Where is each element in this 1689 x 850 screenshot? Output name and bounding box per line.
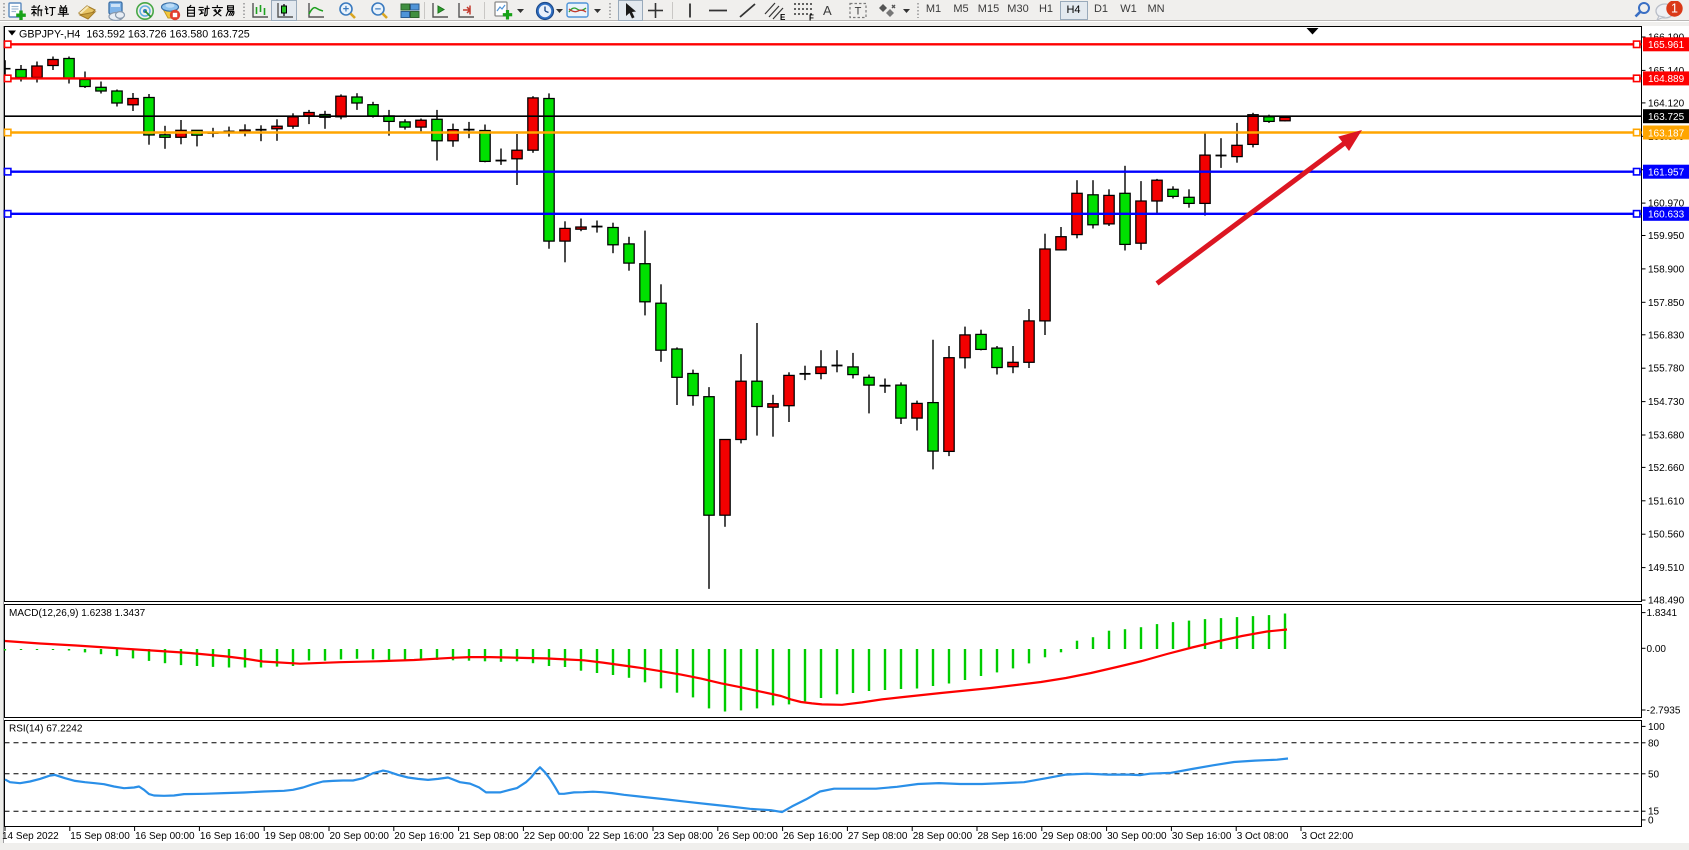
svg-text:+: + <box>343 4 349 16</box>
svg-text:30 Sep 00:00: 30 Sep 00:00 <box>1107 831 1167 842</box>
svg-text:158.900: 158.900 <box>1648 264 1685 275</box>
svg-text:3 Oct 22:00: 3 Oct 22:00 <box>1302 831 1354 842</box>
svg-text:23 Sep 08:00: 23 Sep 08:00 <box>654 831 714 842</box>
svg-text:20 Sep 00:00: 20 Sep 00:00 <box>330 831 390 842</box>
svg-text:1.8341: 1.8341 <box>1647 608 1678 619</box>
svg-text:26 Sep 16:00: 26 Sep 16:00 <box>783 831 843 842</box>
svg-text:164.120: 164.120 <box>1648 98 1685 109</box>
svg-text:3 Oct 08:00: 3 Oct 08:00 <box>1237 831 1289 842</box>
svg-text:-2.7935: -2.7935 <box>1647 706 1681 717</box>
svg-text:−: − <box>375 4 381 16</box>
svg-text:159.950: 159.950 <box>1648 231 1685 242</box>
svg-text:15 Sep 08:00: 15 Sep 08:00 <box>70 831 130 842</box>
svg-text:30 Sep 16:00: 30 Sep 16:00 <box>1172 831 1232 842</box>
svg-text:16 Sep 16:00: 16 Sep 16:00 <box>200 831 260 842</box>
svg-text:155.780: 155.780 <box>1648 364 1685 375</box>
svg-text:E: E <box>780 13 786 21</box>
svg-text:26 Sep 00:00: 26 Sep 00:00 <box>718 831 778 842</box>
svg-text:16 Sep 00:00: 16 Sep 00:00 <box>135 831 195 842</box>
svg-text:0: 0 <box>1648 815 1654 826</box>
svg-text:MACD(12,26,9) 1.6238 1.3437: MACD(12,26,9) 1.6238 1.3437 <box>9 608 146 619</box>
svg-text:164.889: 164.889 <box>1648 74 1685 85</box>
svg-text:15: 15 <box>1648 807 1660 818</box>
svg-text:22 Sep 00:00: 22 Sep 00:00 <box>524 831 584 842</box>
svg-text:165.961: 165.961 <box>1648 40 1685 51</box>
svg-text:152.660: 152.660 <box>1648 463 1685 474</box>
svg-text:160.970: 160.970 <box>1648 199 1685 210</box>
svg-text:GBPJPY-,H4 163.592 163.726 16: GBPJPY-,H4 163.592 163.726 163.580 163.7… <box>19 29 250 41</box>
svg-text:27 Sep 08:00: 27 Sep 08:00 <box>848 831 908 842</box>
svg-text:14 Sep 2022: 14 Sep 2022 <box>2 831 59 842</box>
svg-text:154.730: 154.730 <box>1648 397 1685 408</box>
svg-text:T: T <box>855 6 862 18</box>
svg-text:RSI(14) 67.2242: RSI(14) 67.2242 <box>9 724 83 735</box>
svg-text:80: 80 <box>1648 738 1660 749</box>
svg-text:153.680: 153.680 <box>1648 431 1685 442</box>
svg-text:0.00: 0.00 <box>1647 644 1667 655</box>
svg-text:150.560: 150.560 <box>1648 530 1685 541</box>
svg-text:29 Sep 08:00: 29 Sep 08:00 <box>1042 831 1102 842</box>
svg-text:28 Sep 00:00: 28 Sep 00:00 <box>913 831 973 842</box>
svg-text:21 Sep 08:00: 21 Sep 08:00 <box>459 831 519 842</box>
svg-text:F: F <box>809 14 814 22</box>
svg-text:50: 50 <box>1648 769 1660 780</box>
svg-text:100: 100 <box>1648 722 1665 733</box>
svg-text:1: 1 <box>1671 2 1678 16</box>
svg-text:19 Sep 08:00: 19 Sep 08:00 <box>265 831 325 842</box>
svg-text:161.957: 161.957 <box>1648 168 1685 179</box>
svg-text:163.187: 163.187 <box>1648 128 1685 139</box>
svg-text:151.610: 151.610 <box>1648 496 1685 507</box>
svg-text:149.510: 149.510 <box>1648 563 1685 574</box>
svg-text:28 Sep 16:00: 28 Sep 16:00 <box>978 831 1038 842</box>
svg-text:156.830: 156.830 <box>1648 330 1685 341</box>
svg-text:20 Sep 16:00: 20 Sep 16:00 <box>394 831 454 842</box>
svg-text:157.850: 157.850 <box>1648 298 1685 309</box>
svg-text:148.490: 148.490 <box>1648 596 1685 607</box>
svg-text:160.633: 160.633 <box>1648 210 1685 221</box>
svg-text:163.725: 163.725 <box>1648 112 1685 123</box>
svg-text:22 Sep 16:00: 22 Sep 16:00 <box>589 831 649 842</box>
